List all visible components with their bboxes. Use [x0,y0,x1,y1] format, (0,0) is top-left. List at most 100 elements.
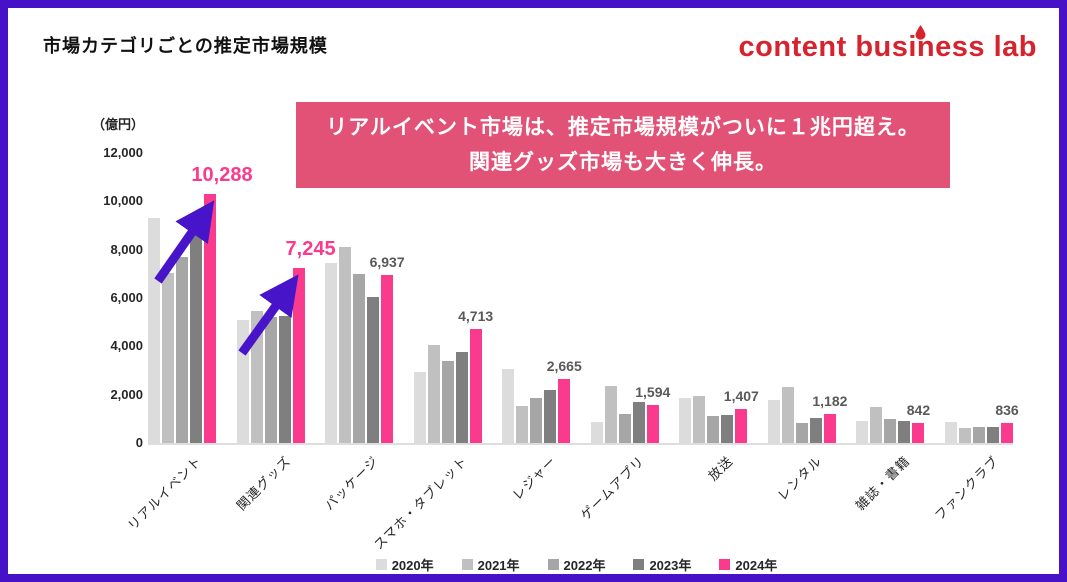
bar-2021年-パッケージ [339,247,352,443]
bar-2024年-レジャー [558,378,571,443]
y-tick-0: 0 [135,435,143,450]
bar-2024年-ファンクラブ [1001,422,1013,443]
bar-2024年-レンタル [823,414,836,443]
legend-swatch-icon [461,559,473,570]
bar-2023年-リアルイベント [190,229,202,443]
category-label-雑誌・書籍: 雑誌・書籍 [853,453,914,514]
category-label-レンタル: レンタル [774,453,825,504]
brand-logo-label: content business lab [738,30,1037,63]
headline-line-2: 関連グッズ市場も大きく伸長。 [469,151,777,174]
bar-group-放送 [679,395,748,443]
legend-label: 2022年 [563,558,606,573]
bar-2022年-スマホ・タブレット [441,360,454,443]
bar-2020年-スマホ・タブレット [413,371,426,443]
bar-group-関連グッズ [236,267,305,443]
bar-2024年-関連グッズ [292,267,305,443]
bar-group-スマホ・タブレット [413,329,482,443]
bar-2020年-レンタル [767,400,780,443]
legend-item-2020年: 2020年 [375,555,434,574]
bar-2024年-ゲームアプリ [646,404,659,443]
bar-2022年-放送 [707,416,720,443]
bar-2022年-レジャー [530,398,543,443]
category-label-放送: 放送 [705,453,737,484]
chart-legend: 2020年 2021年 2022年 2023年 2024年 [8,555,1059,574]
bar-2022年-リアルイベント [176,256,188,443]
brand-logo-text: content business lab [738,24,1037,64]
bar-group-パッケージ [325,247,394,443]
bar-2021年-スマホ・タブレット [427,345,440,443]
bar-2024年-雑誌・書籍 [912,422,925,443]
value-label-2024-スマホ・タブレット: 4,713 [458,308,494,325]
bar-2022年-ファンクラブ [973,426,985,443]
bar-2021年-レンタル [781,386,794,443]
y-tick-2,000: 2,000 [110,386,143,402]
y-tick-4,000: 4,000 [110,338,143,354]
bar-group-レンタル [767,386,836,443]
legend-swatch-icon [375,559,387,570]
bar-2024年-リアルイベント [204,194,216,443]
bar-2023年-レンタル [809,417,822,443]
bar-group-リアルイベント [148,194,216,443]
bar-2020年-ファンクラブ [945,422,957,443]
bar-2021年-関連グッズ [250,311,263,443]
bar-2020年-放送 [679,397,692,443]
category-label-関連グッズ: 関連グッズ [233,453,294,514]
category-label-ゲームアプリ: ゲームアプリ [577,453,648,523]
bar-2023年-放送 [721,415,734,443]
bar-2023年-関連グッズ [278,316,291,443]
value-label-2024-パッケージ: 6,937 [369,254,405,271]
legend-label: 2024年 [735,558,778,573]
category-label-ファンクラブ: ファンクラブ [931,453,1002,524]
bar-2020年-雑誌・書籍 [856,421,869,443]
value-label-2024-ゲームアプリ: 1,594 [635,383,671,400]
bar-group-ゲームアプリ [590,386,659,443]
value-label-2024-ファンクラブ: 836 [995,401,1019,418]
bar-2022年-レンタル [795,422,808,443]
value-label-2024-リアルイベント: 10,288 [191,164,253,187]
bar-2023年-雑誌・書籍 [898,421,911,443]
bar-2023年-レジャー [544,389,557,443]
legend-label: 2020年 [391,558,434,573]
legend-label: 2021年 [477,558,520,573]
legend-item-2024年: 2024年 [719,555,777,574]
bar-2022年-関連グッズ [264,317,277,443]
category-label-パッケージ: パッケージ [321,453,382,514]
bar-2022年-雑誌・書籍 [884,418,897,443]
bar-2023年-パッケージ [367,296,380,443]
bar-2023年-スマホ・タブレット [455,352,468,443]
bar-group-雑誌・書籍 [856,406,925,443]
legend-swatch-icon [547,559,559,570]
bar-2021年-放送 [693,395,706,443]
bar-2021年-レジャー [516,406,529,443]
y-tick-6,000: 6,000 [110,290,143,305]
bar-2022年-パッケージ [353,273,366,443]
category-label-リアルイベント: リアルイベント [124,453,205,533]
value-label-2024-関連グッズ: 7,245 [285,237,336,260]
bar-2024年-パッケージ [381,275,394,443]
bar-2020年-関連グッズ [236,319,249,443]
value-label-2024-放送: 1,407 [723,388,759,404]
legend-swatch-icon [633,559,645,570]
value-label-2024-レジャー: 2,665 [546,357,582,374]
bar-2023年-ゲームアプリ [632,401,645,443]
bar-2021年-ゲームアプリ [604,386,617,443]
y-axis: 12,000 10,000 8,000 6,000 4,000 2,000 0 [68,145,143,450]
legend-swatch-icon [719,559,731,570]
bar-2021年-ファンクラブ [959,427,971,443]
bar-2021年-雑誌・書籍 [870,406,883,443]
legend-item-2022年: 2022年 [547,555,606,574]
bar-2024年-スマホ・タブレット [469,329,482,443]
headline-line-1: リアルイベント市場は、推定市場規模がついに１兆円超え。 [326,116,920,139]
plot-area: リアルイベント 10,288 関連グッズ 7,245 パッケージ 6,937 スマホ・タブレ… [125,153,1019,552]
bar-2020年-ゲームアプリ [590,422,603,443]
legend-item-2023年: 2023年 [633,555,691,574]
y-tick-8,000: 8,000 [110,241,143,257]
value-label-2024-雑誌・書籍: 842 [906,401,931,418]
bar-2022年-ゲームアプリ [618,414,631,443]
category-label-スマホ・タブレット: スマホ・タブレット [370,453,471,553]
headline-banner: リアルイベント市場は、推定市場規模がついに１兆円超え。 関連グッズ市場も大きく伸… [296,102,950,188]
category-label-レジャー: レジャー [509,453,559,503]
bar-2020年-レジャー [502,369,515,443]
legend-item-2021年: 2021年 [461,555,520,574]
